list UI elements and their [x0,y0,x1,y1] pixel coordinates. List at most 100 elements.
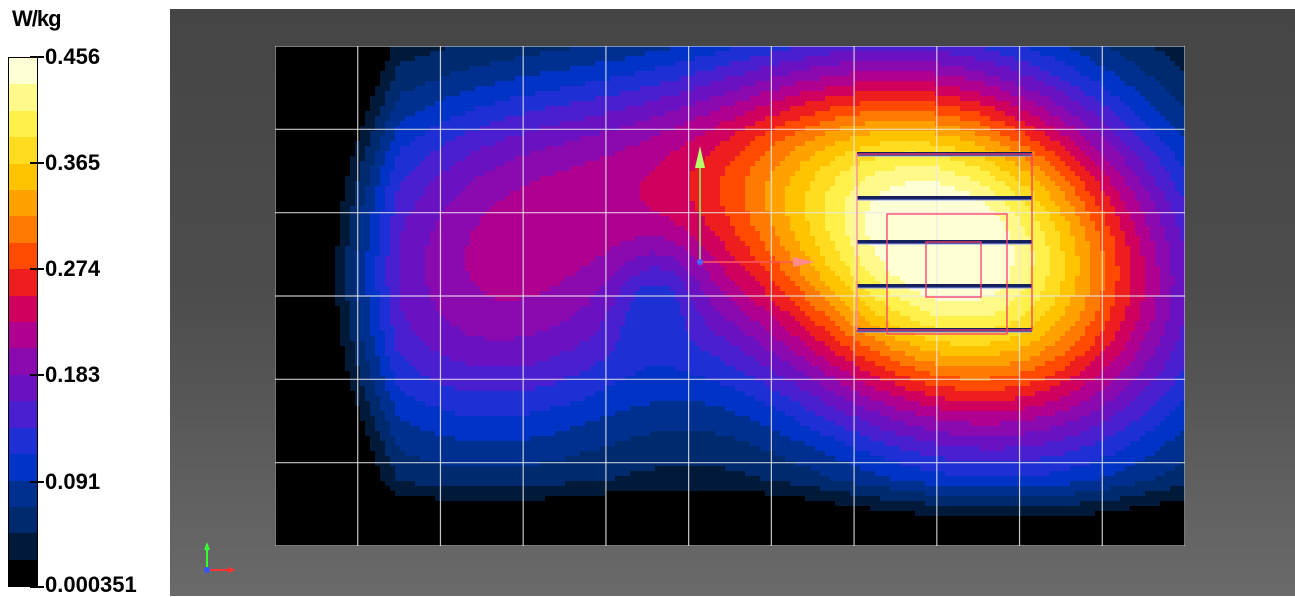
heatmap-cell [1025,66,1031,72]
heatmap-cell [1115,136,1121,142]
heatmap-cell [900,156,906,162]
heatmap-cell [305,51,311,57]
heatmap-cell [545,111,551,117]
heatmap-cell [1140,111,1146,117]
heatmap-cell [1055,66,1061,72]
heatmap-cell [990,96,996,102]
heatmap-cell [345,81,351,87]
heatmap-cell [1070,116,1076,122]
heatmap-cell [285,141,291,147]
heatmap-cell [430,51,436,57]
heatmap-cell [810,91,816,97]
heatmap-cell [1025,61,1031,67]
heatmap-cell [540,121,546,127]
heatmap-cell [540,66,546,72]
heatmap-cell [805,151,811,157]
heatmap-cell [340,171,346,177]
heatmap-cell [1080,156,1086,162]
heatmap-cell [1145,86,1151,92]
sar-heatmap-plot [275,46,1185,546]
heatmap-cell [500,151,506,157]
heatmap-cell [885,81,891,87]
heatmap-cell [1030,121,1036,127]
heatmap-cell [855,136,861,142]
heatmap-cell [750,171,756,177]
heatmap-cell [765,161,771,167]
heatmap-cell [865,161,871,167]
heatmap-cell [730,121,736,127]
heatmap-cell [525,166,531,172]
heatmap-cell [570,71,576,77]
heatmap-cell [375,86,381,92]
heatmap-cell [1020,51,1026,57]
heatmap-cell [435,131,441,137]
heatmap-cell [455,101,461,107]
heatmap-cell [465,101,471,107]
heatmap-cell [545,116,551,122]
heatmap-cell [945,141,951,147]
heatmap-cell [890,96,896,102]
heatmap-cell [365,156,371,162]
heatmap-cell [945,136,951,142]
heatmap-cell [525,51,531,57]
heatmap-cell [1035,86,1041,92]
heatmap-cell [830,121,836,127]
heatmap-cell [420,46,426,52]
heatmap-cell [805,116,811,122]
heatmap-cell [585,51,591,57]
heatmap-cell [1045,161,1051,167]
heatmap-cell [495,56,501,62]
heatmap-cell [325,146,331,152]
heatmap-cell [670,96,676,102]
heatmap-cell [935,66,941,72]
heatmap-cell [820,146,826,152]
heatmap-cell [580,136,586,142]
heatmap-cell [720,111,726,117]
heatmap-cell [670,66,676,72]
heatmap-cell [675,76,681,82]
heatmap-cell [705,106,711,112]
heatmap-cell [700,51,706,57]
heatmap-cell [315,161,321,167]
heatmap-cell [715,136,721,142]
heatmap-cell [1035,111,1041,117]
heatmap-cell [830,106,836,112]
heatmap-cell [1105,136,1111,142]
heatmap-cell [1160,171,1166,177]
heatmap-cell [345,166,351,172]
heatmap-cell [1095,131,1101,137]
heatmap-cell [660,131,666,137]
heatmap-cell [1020,111,1026,117]
heatmap-cell [320,96,326,102]
heatmap-cell [690,166,696,172]
heatmap-cell [1040,171,1046,177]
heatmap-cell [545,61,551,67]
heatmap-cell [680,71,686,77]
heatmap-cell [980,146,986,152]
heatmap-cell [1010,166,1016,172]
heatmap-cell [405,171,411,177]
heatmap-cell [1125,166,1131,172]
heatmap-cell [515,166,521,172]
heatmap-cell [495,146,501,152]
heatmap-cell [650,46,656,52]
heatmap-cell [305,61,311,67]
heatmap-cell [1065,121,1071,127]
heatmap-cell [585,46,591,52]
heatmap-cell [760,76,766,82]
heatmap-cell [685,116,691,122]
heatmap-cell [1120,106,1126,112]
heatmap-cell [1105,71,1111,77]
heatmap-cell [990,156,996,162]
heatmap-cell [990,46,996,52]
heatmap-cell [565,51,571,57]
heatmap-cell [805,56,811,62]
heatmap-cell [500,91,506,97]
heatmap-cell [370,146,376,152]
heatmap-cell [535,101,541,107]
heatmap-cell [530,111,536,117]
heatmap-cell [1040,56,1046,62]
heatmap-cell [910,61,916,67]
heatmap-cell [495,61,501,67]
heatmap-cell [455,46,461,52]
